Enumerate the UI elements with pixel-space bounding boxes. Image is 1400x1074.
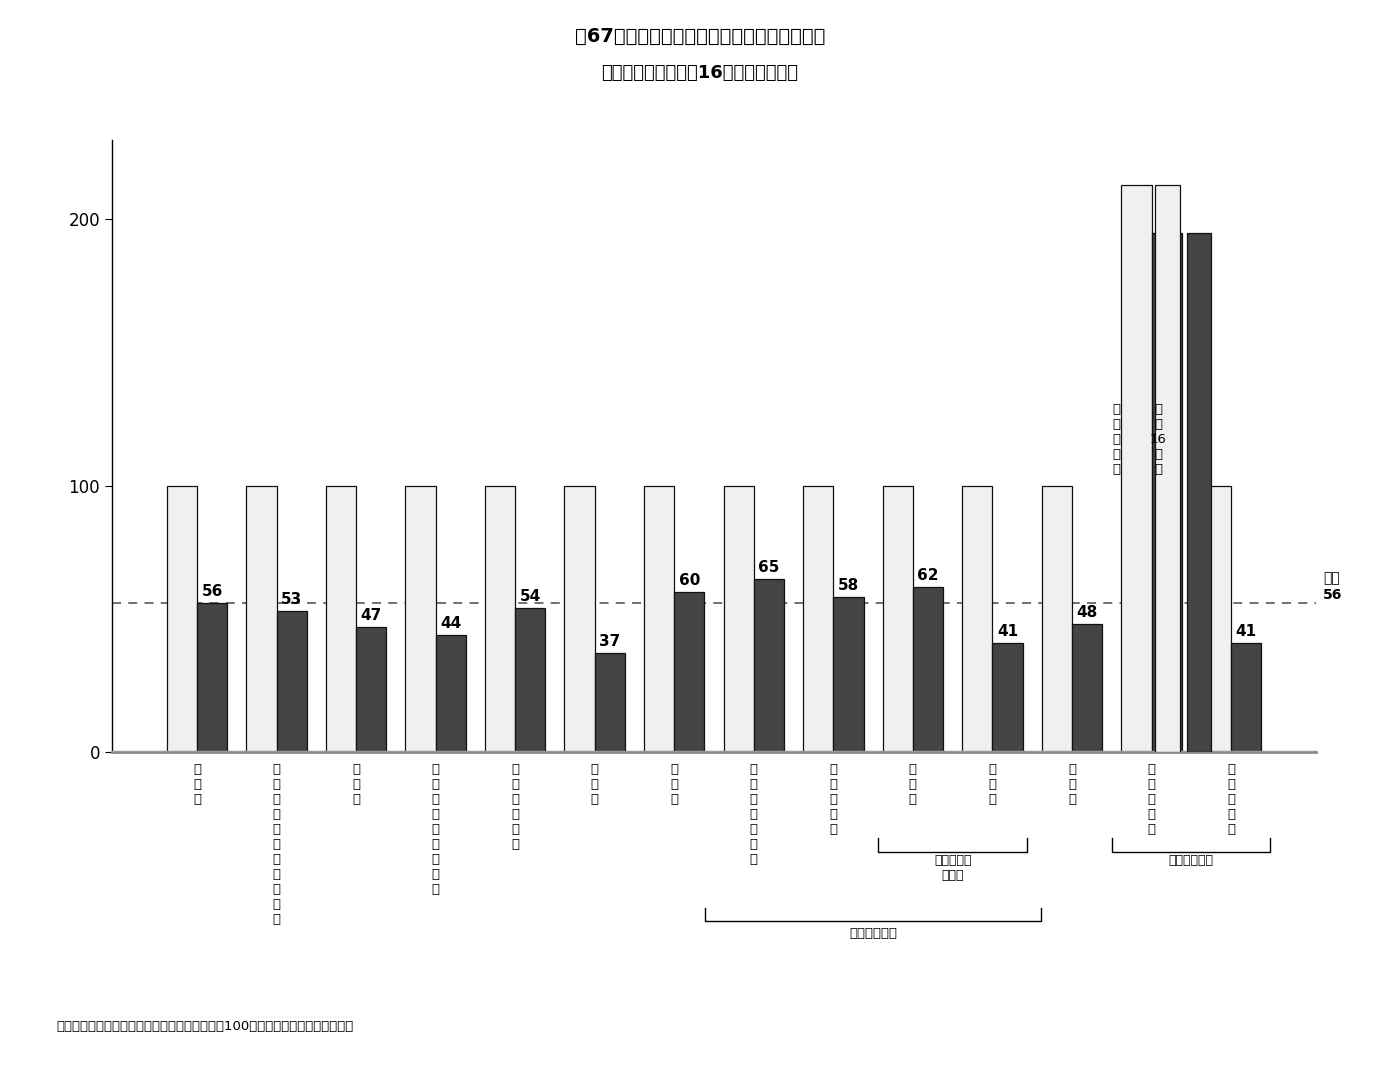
Bar bbox=[804, 485, 833, 752]
Text: （注）　数値は、各項目の平成６年度の数値を100として算出した指数である。: （注） 数値は、各項目の平成６年度の数値を100として算出した指数である。 bbox=[56, 1020, 353, 1033]
Bar bbox=[753, 579, 784, 752]
Text: 44: 44 bbox=[440, 615, 462, 630]
Bar bbox=[913, 586, 944, 752]
Bar bbox=[962, 485, 993, 752]
Bar bbox=[246, 485, 277, 752]
Text: 教育費のうち: 教育費のうち bbox=[1169, 854, 1214, 867]
Bar bbox=[515, 608, 546, 752]
Bar bbox=[1201, 485, 1231, 752]
Text: 37: 37 bbox=[599, 635, 620, 650]
Text: 土
木
費: 土 木 費 bbox=[671, 763, 678, 806]
Text: 民
生
費
の
う
ち
老
人
福
祉
費: 民 生 費 の う ち 老 人 福 祉 費 bbox=[273, 763, 280, 926]
Bar bbox=[1042, 485, 1072, 752]
Text: 教
育
費: 教 育 費 bbox=[1068, 763, 1077, 806]
Text: 商
工
費: 商 工 費 bbox=[591, 763, 599, 806]
Text: 農
林
水
産
業
費: 農 林 水 産 業 費 bbox=[511, 763, 519, 851]
Text: 41: 41 bbox=[997, 624, 1018, 639]
Bar bbox=[882, 485, 913, 752]
Bar bbox=[406, 485, 435, 752]
Bar bbox=[356, 627, 386, 752]
Bar bbox=[1187, 233, 1211, 752]
Text: 平
成
６
年
度: 平 成 ６ 年 度 bbox=[1113, 403, 1120, 476]
Bar bbox=[197, 603, 227, 752]
Bar bbox=[724, 485, 753, 752]
Text: 56: 56 bbox=[202, 584, 223, 599]
Bar bbox=[1151, 233, 1182, 752]
Bar bbox=[435, 635, 466, 752]
Text: 土木費のうち: 土木費のうち bbox=[848, 927, 897, 940]
Bar bbox=[993, 642, 1022, 752]
Text: 衛
生
費: 衛 生 費 bbox=[351, 763, 360, 806]
Bar bbox=[564, 485, 595, 752]
Text: 54: 54 bbox=[519, 589, 540, 604]
Text: 街
路
費: 街 路 費 bbox=[909, 763, 917, 806]
Bar bbox=[277, 611, 307, 752]
Text: 第67図　普通建設事業費の目的別内訳の状況: 第67図 普通建設事業費の目的別内訳の状況 bbox=[575, 27, 825, 46]
Bar bbox=[595, 653, 624, 752]
Text: 53: 53 bbox=[281, 592, 302, 607]
Bar bbox=[167, 485, 197, 752]
Text: 道
路
橋
り
ょ
う
費: 道 路 橋 り ょ う 費 bbox=[750, 763, 757, 866]
Bar bbox=[484, 485, 515, 752]
Text: 平均
56: 平均 56 bbox=[1323, 571, 1343, 601]
Text: 高
等
学
校
費: 高 等 学 校 費 bbox=[1148, 763, 1155, 836]
Bar bbox=[1155, 185, 1179, 752]
Text: 社
会
教
育
費: 社 会 教 育 費 bbox=[1226, 763, 1235, 836]
Text: 48: 48 bbox=[1077, 605, 1098, 620]
Text: 衛
生
費
の
う
ち
清
掃
費: 衛 生 費 の う ち 清 掃 費 bbox=[431, 763, 440, 896]
Bar bbox=[1072, 624, 1102, 752]
Bar bbox=[1231, 642, 1261, 752]
Text: 41: 41 bbox=[1236, 624, 1257, 639]
Text: 58: 58 bbox=[1156, 214, 1177, 229]
Text: 都市計画費
のうち: 都市計画費 のうち bbox=[934, 854, 972, 882]
Text: 62: 62 bbox=[917, 568, 939, 583]
Text: 公
園
費: 公 園 費 bbox=[988, 763, 997, 806]
Text: 都
市
計
画
費: 都 市 計 画 費 bbox=[829, 763, 837, 836]
Text: 60: 60 bbox=[679, 574, 700, 589]
Text: （平成６年度と平成16年度との比較）: （平成６年度と平成16年度との比較） bbox=[602, 64, 798, 83]
Bar bbox=[644, 485, 675, 752]
Text: 民
生
費: 民 生 費 bbox=[193, 763, 202, 806]
Text: 58: 58 bbox=[837, 579, 860, 594]
Text: 平
成
16
年
度: 平 成 16 年 度 bbox=[1149, 403, 1168, 476]
Text: 47: 47 bbox=[361, 608, 382, 623]
Bar bbox=[1121, 185, 1151, 752]
Bar bbox=[326, 485, 356, 752]
Text: 65: 65 bbox=[759, 560, 780, 575]
Bar bbox=[675, 592, 704, 752]
Bar bbox=[833, 597, 864, 752]
